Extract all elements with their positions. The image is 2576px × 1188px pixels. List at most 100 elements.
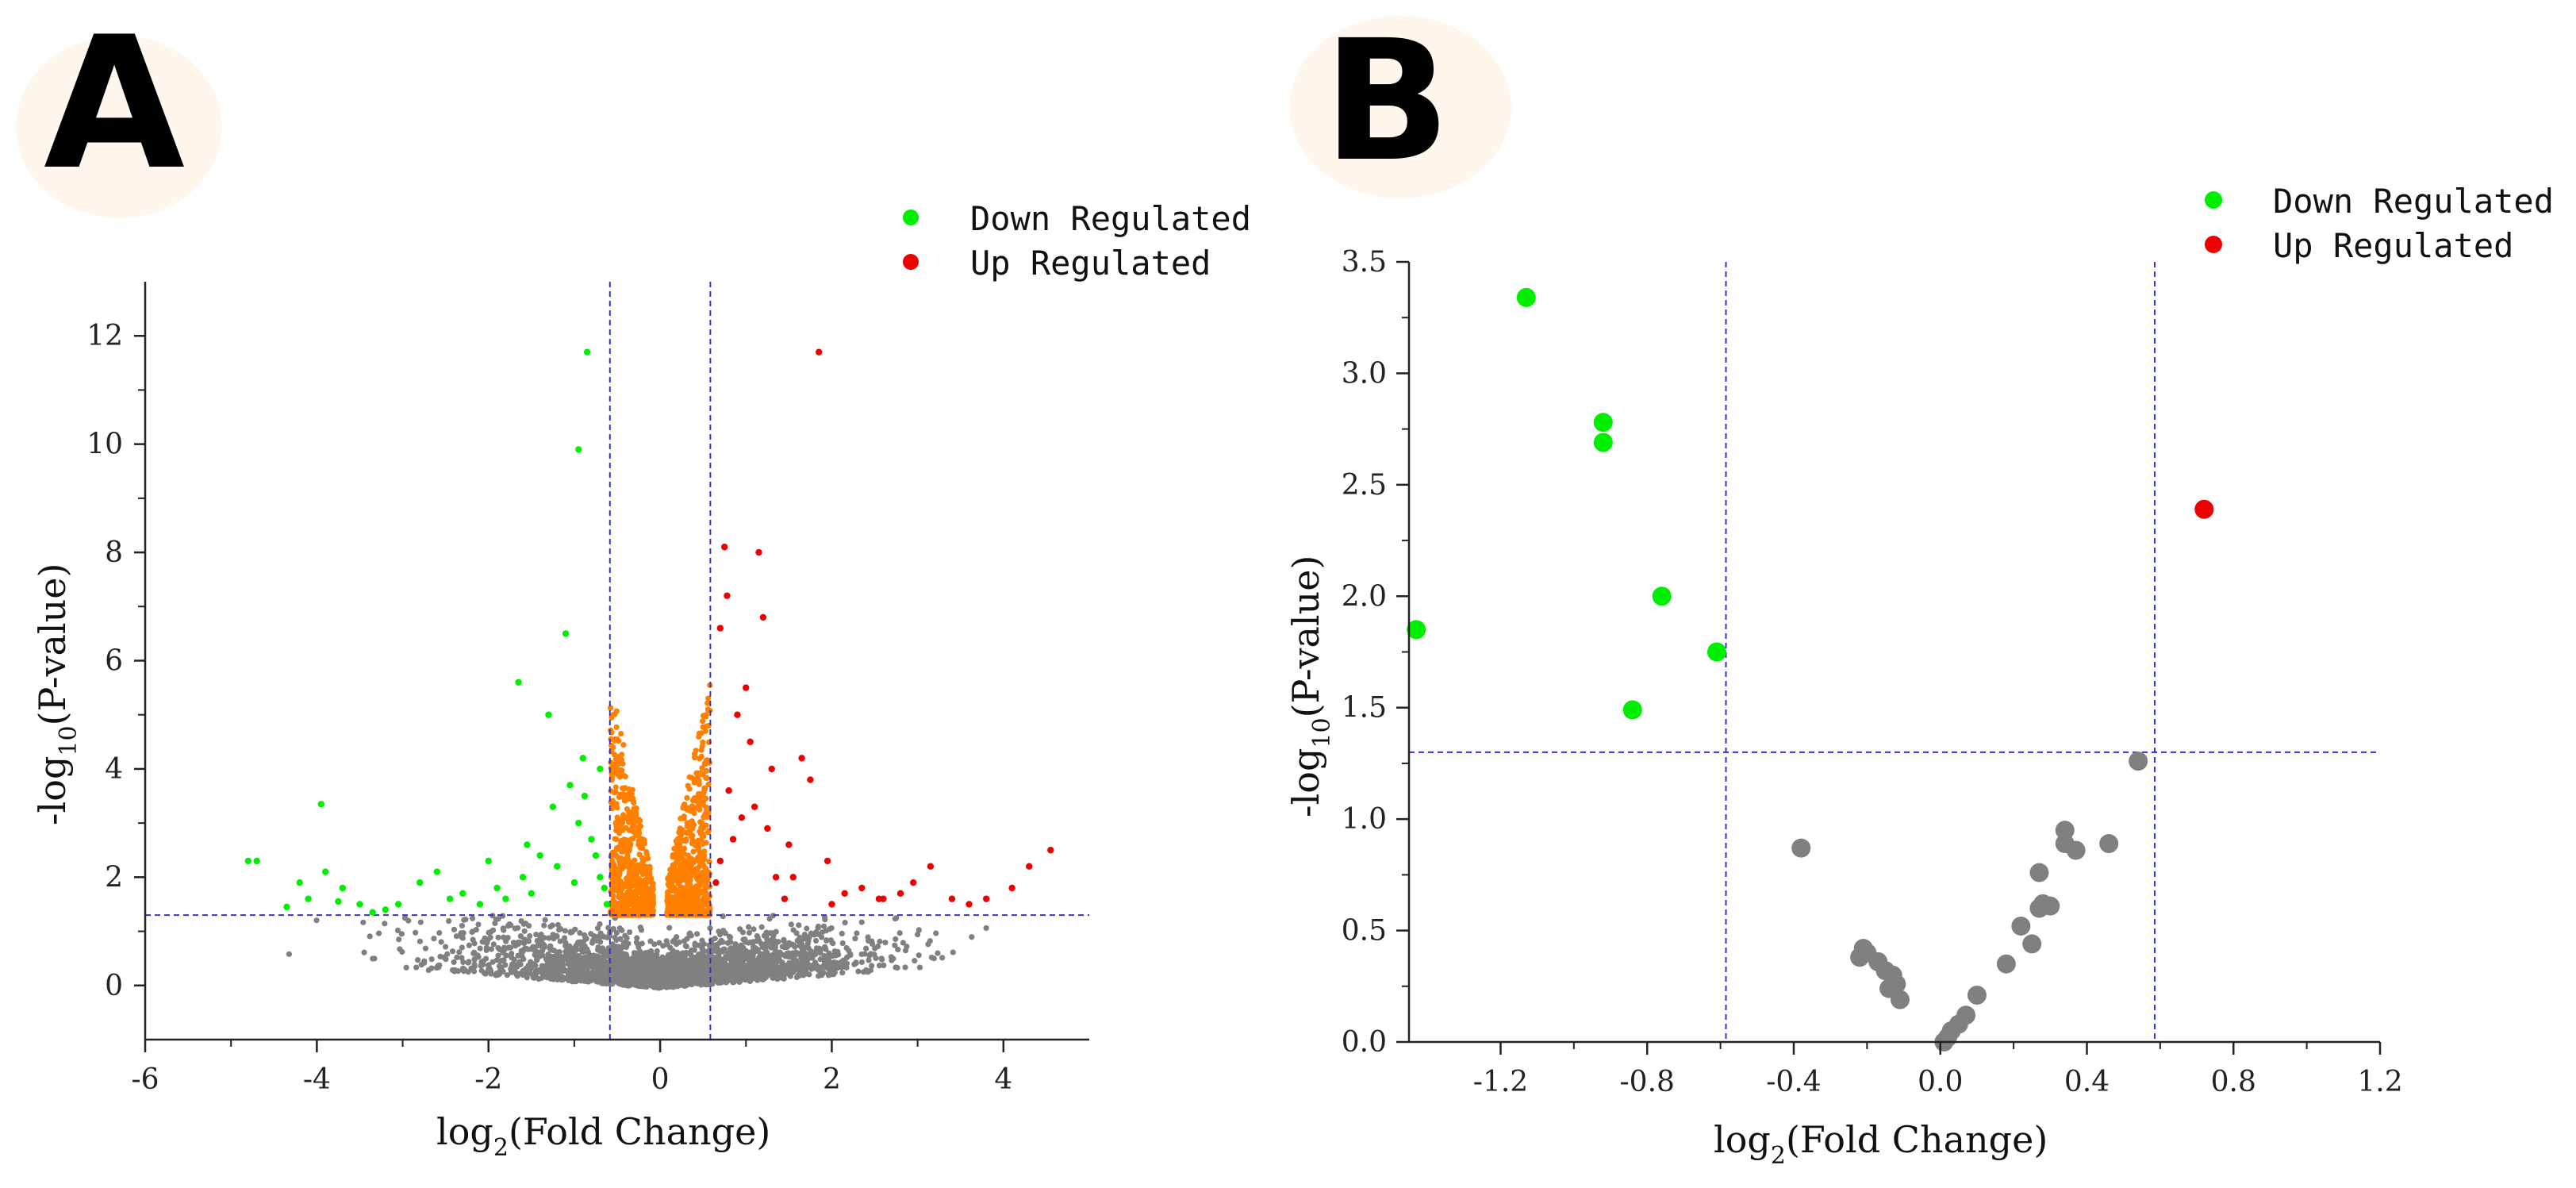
nonsig-point <box>543 972 549 978</box>
nonsig-point <box>633 939 639 945</box>
data-point <box>545 711 552 718</box>
nonsig-point <box>613 929 620 936</box>
nonsig-point <box>830 940 836 947</box>
nonsig-point <box>862 951 868 957</box>
near-zero-point <box>686 887 693 894</box>
nonsig-point <box>675 969 681 976</box>
nonsig-point <box>839 940 846 947</box>
near-zero-point <box>703 795 709 802</box>
nonsig-point <box>634 935 640 941</box>
nonsig-point <box>466 942 472 948</box>
data-point <box>816 348 823 356</box>
nonsig-point <box>777 964 783 971</box>
data-point <box>317 801 324 808</box>
near-zero-point <box>693 748 699 754</box>
data-point <box>751 803 758 810</box>
near-zero-point <box>614 736 620 743</box>
data-point <box>570 879 578 886</box>
data-point <box>321 868 329 875</box>
data-point <box>244 857 252 865</box>
nonsig-point <box>902 964 908 971</box>
nonsig-point <box>746 929 753 936</box>
near-zero-point <box>691 912 697 918</box>
nonsig-point <box>731 970 738 976</box>
nonsig-point <box>751 939 757 945</box>
data-point <box>1008 884 1015 892</box>
near-zero-point <box>624 837 631 844</box>
nonsig-point <box>417 938 424 944</box>
nonsig-point <box>499 957 505 963</box>
near-zero-point <box>699 898 705 904</box>
nonsig-point <box>446 917 452 925</box>
nonsig-point <box>495 952 501 959</box>
near-zero-point <box>641 865 647 871</box>
near-zero-point <box>615 771 621 778</box>
data-point <box>575 819 582 827</box>
near-zero-point <box>627 888 634 894</box>
nonsig-point <box>787 968 793 975</box>
data-point <box>601 884 608 892</box>
nonsig-point <box>398 931 405 937</box>
nonsig-point <box>745 924 752 930</box>
near-zero-point <box>635 828 642 834</box>
nonsig-point <box>570 975 576 982</box>
x-tick-label: 0 <box>651 1063 670 1096</box>
series-up-regulated <box>2194 499 2214 519</box>
nonsig-point <box>495 916 501 922</box>
data-point <box>755 548 762 556</box>
nonsig-point <box>865 937 872 944</box>
nonsig-point <box>438 939 444 945</box>
nonsig-point <box>730 958 736 965</box>
nonsig-point <box>468 965 474 971</box>
data-point <box>2129 752 2148 771</box>
nonsig-point <box>840 957 847 963</box>
near-zero-point <box>692 902 698 909</box>
nonsig-point <box>463 917 469 923</box>
near-zero-point <box>699 771 705 778</box>
near-zero-point <box>610 712 616 718</box>
near-zero-point <box>682 865 689 872</box>
nonsig-point <box>651 952 657 959</box>
nonsig-point <box>532 948 539 954</box>
near-zero-point <box>698 730 704 736</box>
nonsig-point <box>625 978 632 986</box>
near-zero-point <box>674 871 681 878</box>
nonsig-point <box>667 967 674 973</box>
nonsig-point <box>488 946 494 952</box>
data-point <box>528 890 536 898</box>
data-point <box>734 711 741 718</box>
data-point <box>2055 821 2075 840</box>
data-point <box>823 857 831 865</box>
nonsig-point <box>529 960 536 967</box>
nonsig-point <box>696 942 702 948</box>
nonsig-point <box>533 931 539 938</box>
near-zero-point <box>697 796 703 803</box>
nonsig-point <box>681 954 688 960</box>
nonsig-point <box>839 970 846 976</box>
near-zero-point <box>701 789 707 795</box>
data-point <box>592 852 600 859</box>
nonsig-point <box>512 925 518 932</box>
near-zero-point <box>681 851 688 857</box>
near-zero-point <box>705 781 712 787</box>
nonsig-point <box>521 928 528 934</box>
nonsig-point <box>878 955 885 962</box>
nonsig-point <box>812 962 818 968</box>
nonsig-point <box>673 959 679 965</box>
nonsig-point <box>788 921 794 928</box>
nonsig-point <box>604 934 610 940</box>
near-zero-point <box>621 815 628 821</box>
data-point <box>485 857 492 865</box>
data-point <box>369 909 376 916</box>
data-point <box>1706 642 1726 662</box>
near-zero-point <box>690 848 697 855</box>
near-zero-point <box>700 713 707 719</box>
nonsig-point <box>858 919 865 925</box>
nonsig-point <box>601 968 608 975</box>
nonsig-point <box>773 952 779 959</box>
nonsig-point <box>594 970 601 976</box>
nonsig-point <box>651 941 658 948</box>
data-point <box>716 625 724 632</box>
data-point <box>394 901 402 908</box>
nonsig-point <box>695 952 702 958</box>
